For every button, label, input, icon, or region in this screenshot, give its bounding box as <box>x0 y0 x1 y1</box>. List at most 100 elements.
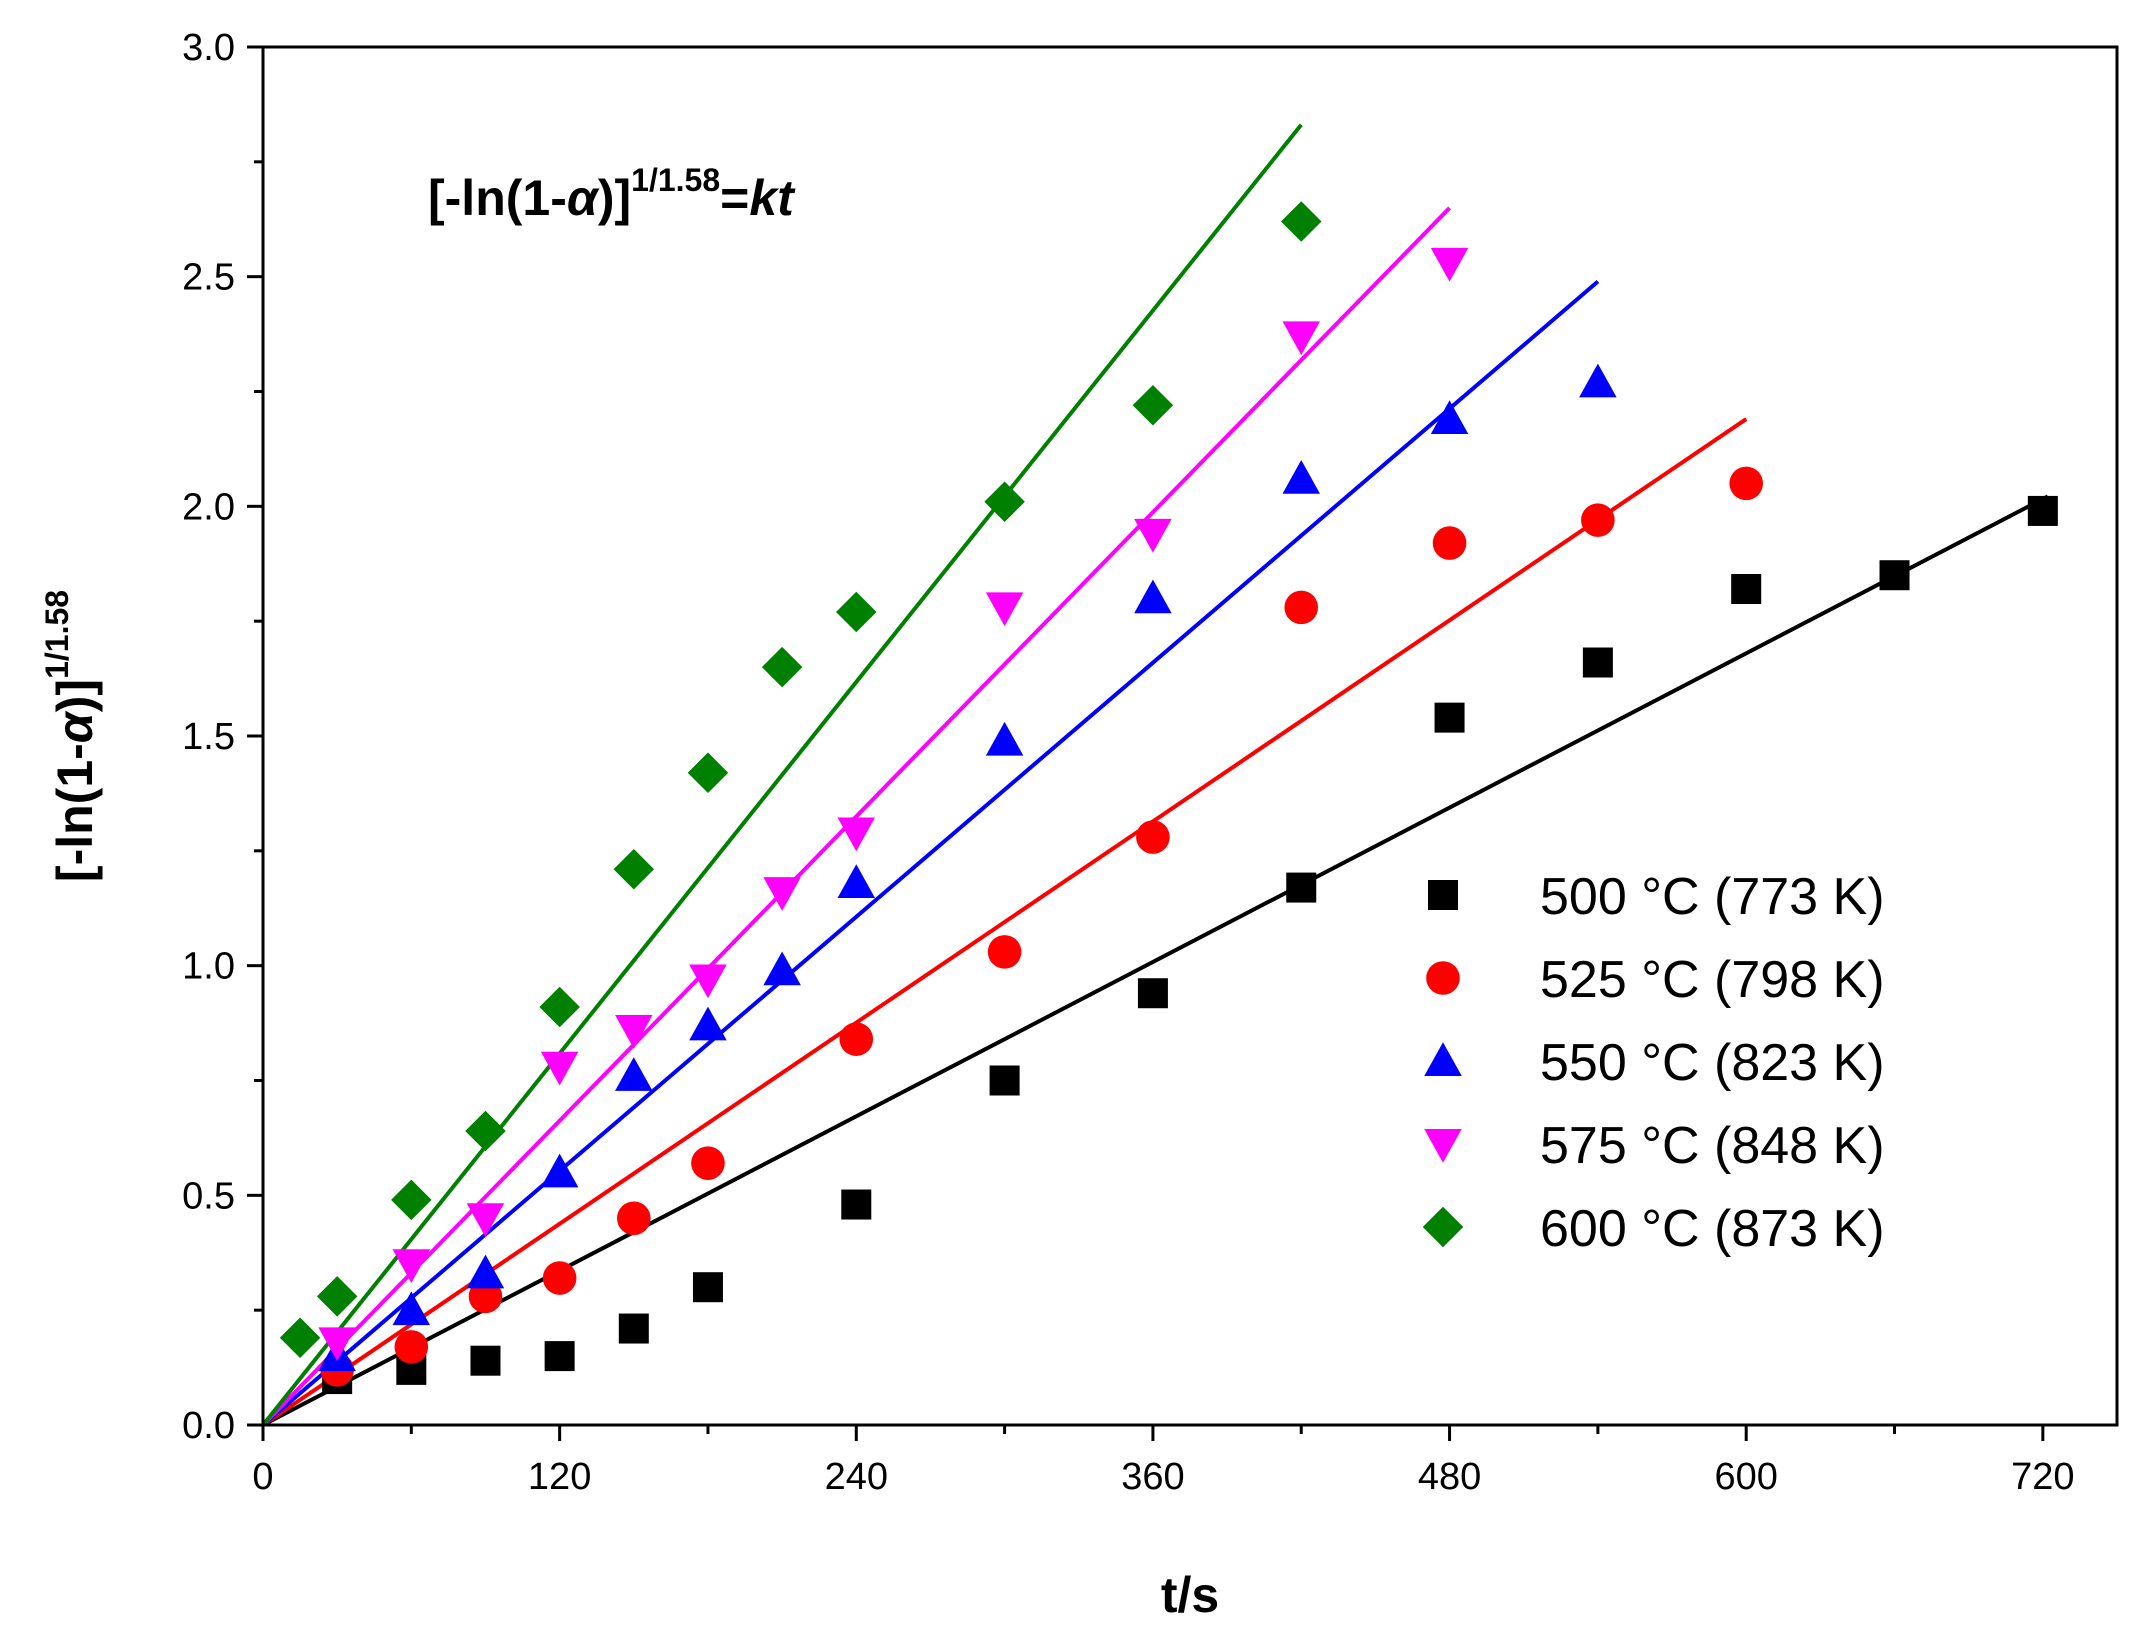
data-point-triangle-down <box>1282 321 1320 356</box>
x-tick-label: 120 <box>528 1456 591 1498</box>
legend-label: 550 °C (823 K) <box>1540 1034 1885 1092</box>
data-point-triangle-up <box>985 721 1024 756</box>
data-point-triangle-down <box>1134 518 1172 553</box>
data-point-circle <box>987 935 1022 969</box>
data-point-diamond <box>316 1276 358 1317</box>
equation-label: [-ln(1-α)]1/1.58=kt <box>428 162 796 226</box>
legend-label: 500 °C (773 K) <box>1540 868 1885 926</box>
data-point-diamond <box>465 1110 506 1152</box>
y-tick-label: 2.5 <box>182 257 235 299</box>
equation-kt: kt <box>749 170 796 226</box>
equation-exponent: 1/1.58 <box>631 162 720 198</box>
data-point-circle <box>542 1261 577 1295</box>
y-tick-label: 0.5 <box>182 1175 235 1217</box>
data-point-triangle-up <box>392 1291 431 1326</box>
data-point-circle <box>1432 526 1467 560</box>
legend-marker-circle <box>1426 961 1460 995</box>
data-point-square <box>692 1272 723 1303</box>
fit-line-diamond <box>261 123 1303 1427</box>
data-point-square <box>1582 647 1613 678</box>
data-point-square <box>470 1345 501 1376</box>
y-axis-title: [-ln(1-α)]1/1.58 <box>39 590 103 882</box>
y-tick-label: 3.0 <box>182 27 235 69</box>
x-tick-label: 480 <box>1418 1456 1481 1498</box>
y-tick-label: 2.0 <box>182 486 235 528</box>
data-point-triangle-up <box>1282 460 1320 494</box>
data-point-diamond <box>1280 201 1322 242</box>
data-point-square <box>1434 702 1465 733</box>
equation-main: [-ln(1- <box>428 170 567 226</box>
data-point-triangle-down <box>318 1327 356 1362</box>
legend-marker-square <box>1428 880 1458 910</box>
data-point-triangle-up <box>689 1006 727 1041</box>
data-point-diamond <box>761 646 803 688</box>
data-point-triangle-down <box>985 592 1024 627</box>
y-axis-title-main: [-ln(1- <box>47 743 103 882</box>
data-point-triangle-down <box>615 1014 653 1049</box>
data-point-square <box>1879 560 1910 591</box>
equation-equals: = <box>720 170 749 226</box>
data-point-square <box>841 1189 872 1220</box>
data-point-diamond <box>391 1179 432 1221</box>
data-point-circle <box>394 1330 429 1364</box>
y-tick-label: 1.5 <box>182 716 235 758</box>
y-tick-label: 0.0 <box>182 1405 235 1447</box>
y-axis-title-alpha: α <box>47 710 103 743</box>
data-point-triangle-up <box>466 1254 505 1289</box>
data-point-diamond <box>836 591 877 633</box>
legend-marker-triangle-up <box>1424 1042 1462 1076</box>
y-axis-title-exponent: 1/1.58 <box>39 590 75 679</box>
data-point-square <box>2027 495 2058 526</box>
data-point-triangle-up <box>1134 579 1172 614</box>
data-point-triangle-down <box>837 817 876 852</box>
data-point-diamond <box>539 986 580 1028</box>
data-point-triangle-up <box>615 1057 653 1091</box>
legend-label: 600 °C (873 K) <box>1540 1200 1885 1258</box>
y-axis-title-close: )] <box>47 679 103 712</box>
fit-line-circle <box>261 417 1748 1427</box>
data-point-triangle-down <box>1430 247 1469 282</box>
equation-close: )] <box>598 170 631 226</box>
x-tick-label: 240 <box>825 1456 888 1498</box>
data-point-square <box>989 1065 1020 1096</box>
data-point-triangle-down <box>466 1203 505 1238</box>
data-point-triangle-down <box>689 964 727 999</box>
fit-line-triangle-down <box>261 206 1451 1427</box>
legend-marker-diamond <box>1422 1206 1464 1248</box>
data-point-circle <box>691 1146 725 1180</box>
x-axis-title: t/s <box>1161 1567 1219 1623</box>
data-point-triangle-up <box>1579 363 1617 398</box>
data-point-square <box>1731 574 1762 605</box>
data-point-square <box>544 1341 575 1372</box>
data-point-square <box>618 1313 649 1344</box>
data-point-triangle-up <box>540 1153 579 1188</box>
data-point-square <box>1137 978 1168 1009</box>
data-point-triangle-down <box>392 1249 431 1283</box>
x-tick-label: 720 <box>2011 1456 2074 1498</box>
equation-alpha: α <box>567 170 600 226</box>
data-markers <box>279 201 2058 1395</box>
axis-ticks: 0 120 240 360 480 600 720 0.0 0.5 1.0 1.5 2.0 2.5 3.0 <box>182 27 2074 1498</box>
data-point-diamond <box>279 1317 321 1358</box>
x-tick-label: 0 <box>252 1456 273 1498</box>
data-point-circle <box>617 1201 651 1236</box>
data-point-circle <box>1581 503 1615 537</box>
data-point-triangle-up <box>1430 400 1469 435</box>
legend-label: 575 °C (848 K) <box>1540 1117 1885 1175</box>
data-point-circle <box>1284 590 1319 625</box>
y-tick-label: 1.0 <box>182 946 235 988</box>
data-point-diamond <box>1132 385 1174 426</box>
data-point-triangle-up <box>837 864 876 898</box>
data-point-triangle-up <box>763 951 801 986</box>
legend-marker-triangle-down <box>1424 1129 1462 1163</box>
data-point-circle <box>1729 466 1763 501</box>
legend-label: 525 °C (798 K) <box>1540 951 1885 1009</box>
x-tick-label: 360 <box>1121 1456 1184 1498</box>
data-point-square <box>1286 872 1317 903</box>
data-point-triangle-down <box>763 877 801 911</box>
data-point-diamond <box>687 752 729 793</box>
data-point-diamond <box>984 481 1025 522</box>
data-point-diamond <box>613 848 655 890</box>
